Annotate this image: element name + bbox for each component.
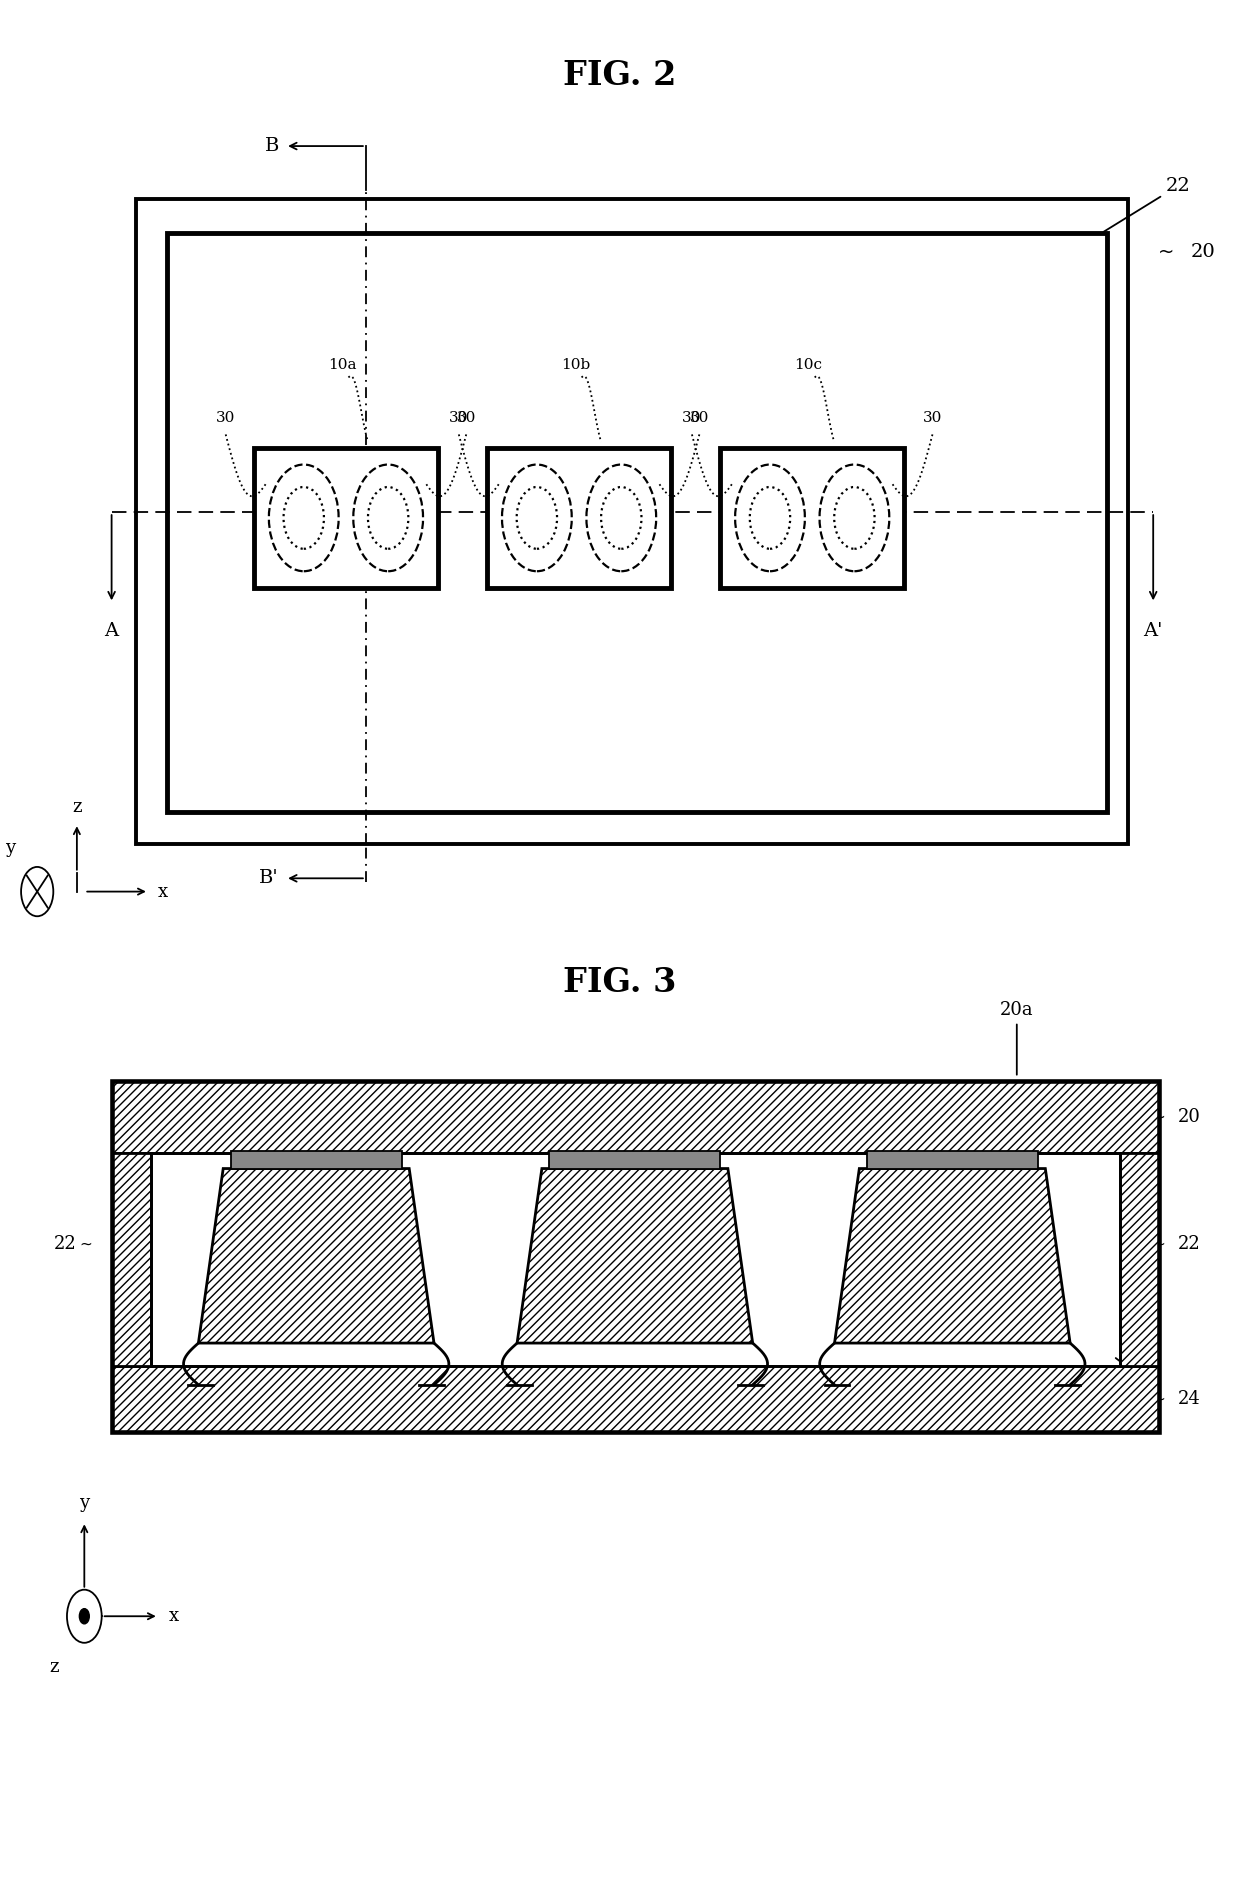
Text: z: z — [72, 799, 82, 816]
Bar — [254, 448, 438, 588]
Circle shape — [353, 465, 423, 571]
Circle shape — [79, 1609, 89, 1624]
Bar — [487, 448, 671, 588]
Text: 10a: 10a — [329, 359, 357, 372]
Bar — [112, 1366, 1159, 1432]
Bar — [136, 199, 1128, 844]
Text: 30: 30 — [816, 1381, 833, 1394]
Text: 10c: 10c — [795, 359, 822, 372]
Circle shape — [735, 465, 805, 571]
Text: FIG. 3: FIG. 3 — [563, 966, 677, 1000]
Polygon shape — [517, 1169, 753, 1343]
Text: 10b: 10b — [621, 1381, 649, 1394]
Circle shape — [587, 465, 656, 571]
Text: 22: 22 — [1178, 1235, 1200, 1254]
Circle shape — [284, 488, 324, 548]
Bar — [231, 1151, 402, 1169]
Text: A: A — [104, 622, 119, 639]
Text: 30: 30 — [216, 412, 236, 425]
Text: 20a: 20a — [999, 1002, 1034, 1076]
Text: 30: 30 — [923, 412, 942, 425]
Circle shape — [820, 465, 889, 571]
Text: 30: 30 — [456, 412, 476, 425]
Text: y: y — [79, 1495, 89, 1512]
Text: 22: 22 — [55, 1235, 77, 1254]
Circle shape — [21, 867, 53, 916]
Circle shape — [368, 488, 408, 548]
Text: ~: ~ — [79, 1237, 92, 1252]
Text: ~: ~ — [1158, 243, 1174, 262]
Bar — [151, 1153, 1120, 1366]
Bar — [112, 1081, 1159, 1432]
Bar — [867, 1151, 1038, 1169]
Text: 30: 30 — [435, 1381, 453, 1394]
Text: A': A' — [1143, 622, 1163, 639]
Text: ~: ~ — [1153, 1237, 1166, 1252]
Text: 30: 30 — [498, 1381, 516, 1394]
Text: ~: ~ — [1153, 1392, 1166, 1406]
Text: 10b: 10b — [560, 359, 590, 372]
Text: 30: 30 — [689, 412, 709, 425]
Text: 22: 22 — [1104, 176, 1190, 231]
Text: 30: 30 — [682, 412, 702, 425]
Text: y: y — [5, 840, 15, 857]
Text: B': B' — [259, 869, 279, 888]
Circle shape — [269, 465, 339, 571]
Polygon shape — [198, 1169, 434, 1343]
Bar — [1120, 1153, 1159, 1366]
Text: 24: 24 — [1178, 1391, 1200, 1408]
Text: x: x — [157, 882, 167, 901]
Circle shape — [835, 488, 874, 548]
Text: 10c: 10c — [940, 1381, 965, 1394]
Text: B: B — [264, 137, 279, 156]
Bar — [112, 1153, 151, 1366]
Circle shape — [750, 488, 790, 548]
Text: FIG. 2: FIG. 2 — [563, 59, 677, 93]
Bar — [167, 233, 1107, 812]
Circle shape — [67, 1590, 102, 1643]
Text: 10a: 10a — [304, 1381, 329, 1394]
Polygon shape — [835, 1169, 1070, 1343]
Text: 30: 30 — [1071, 1381, 1089, 1394]
Text: 20b: 20b — [1116, 1358, 1156, 1385]
Text: 30: 30 — [180, 1381, 197, 1394]
Circle shape — [517, 488, 557, 548]
Text: 20: 20 — [1178, 1108, 1200, 1127]
Text: ~: ~ — [1151, 1108, 1166, 1127]
Text: z: z — [50, 1658, 60, 1675]
Bar — [112, 1081, 1159, 1153]
Bar — [720, 448, 904, 588]
Bar — [549, 1151, 720, 1169]
Bar — [151, 1153, 1120, 1366]
Text: 20: 20 — [1190, 243, 1215, 262]
Circle shape — [502, 465, 572, 571]
Text: 30: 30 — [754, 1381, 771, 1394]
Text: x: x — [169, 1607, 179, 1626]
Text: 30: 30 — [449, 412, 469, 425]
Circle shape — [601, 488, 641, 548]
